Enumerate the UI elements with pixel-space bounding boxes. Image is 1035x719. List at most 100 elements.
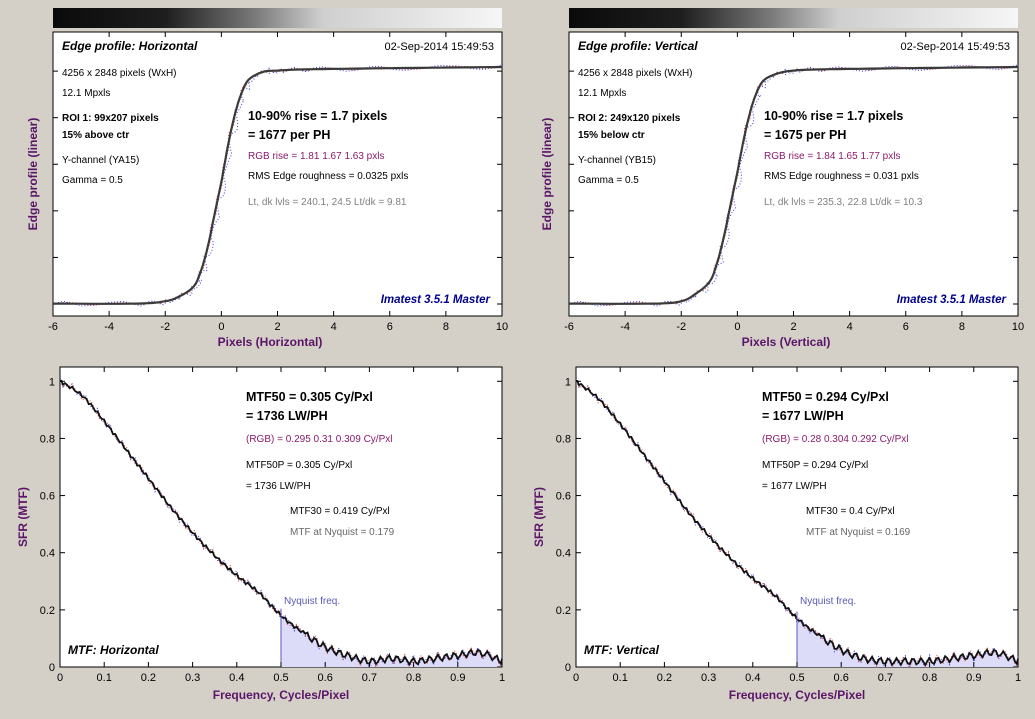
mtf50: MTF50 = 0.294 Cy/Pxl: [762, 390, 889, 404]
mtf-panel-vertical: 0 0.1 0.2 0.3 0.4 0.5 0.6 0.7 0.8 0.9 1 0 0.2 0.4 0.6…: [532, 366, 1021, 702]
x-tick-label: 0: [57, 672, 63, 684]
mtf-curve-red: [59, 380, 503, 669]
timestamp: 02-Sep-2014 15:49:53: [385, 41, 494, 53]
x-tick-label: 0.8: [922, 672, 937, 684]
x-tick-label: -4: [104, 321, 114, 333]
edge-panel-vertical: -6 -4 -2 0 2 4 6 8 10 Edge profile: Vertical 02-…: [540, 8, 1024, 349]
nyquist-label: Nyquist freq.: [800, 596, 856, 607]
mtf50p-lw-ph: = 1677 LW/PH: [762, 481, 827, 492]
x-tick-label: 0.3: [701, 672, 716, 684]
x-tick-label: 0.6: [318, 672, 333, 684]
x-axis-label: Frequency, Cycles/Pixel: [729, 688, 866, 702]
light-dark-levels: Lt, dk lvls = 240.1, 24.5 Lt/dk = 9.81: [248, 197, 407, 208]
y-tick-label: 1: [565, 376, 571, 388]
x-ticks: -6 -4 -2 0 2 4 6 8 10: [564, 32, 1024, 333]
mtf50p-lw-ph: = 1736 LW/PH: [246, 481, 311, 492]
y-axis-label: Edge profile (linear): [26, 118, 40, 231]
x-tick-label: 0: [573, 672, 579, 684]
y-tick-label: 0.4: [556, 548, 571, 560]
mtf50-lw-ph: = 1677 LW/PH: [762, 409, 844, 423]
y-tick-label: 0.4: [40, 548, 55, 560]
gamma: Gamma = 0.5: [62, 175, 123, 186]
x-tick-label: 0.3: [185, 672, 200, 684]
timestamp: 02-Sep-2014 15:49:53: [901, 41, 1010, 53]
x-axis-label: Pixels (Vertical): [742, 335, 831, 349]
mtf-at-nyquist: MTF at Nyquist = 0.179: [290, 527, 395, 538]
edge-curve-luminance: [53, 65, 503, 305]
y-axis-label: Edge profile (linear): [540, 118, 554, 231]
y-tick-label: 0.6: [40, 491, 55, 503]
x-tick-label: 0.4: [229, 672, 244, 684]
mtf50-rgb: (RGB) = 0.295 0.31 0.309 Cy/Pxl: [246, 434, 392, 445]
per-ph-value: = 1675 per PH: [764, 128, 846, 142]
x-tick-label: 4: [331, 321, 337, 333]
x-tick-label: 4: [847, 321, 853, 333]
megapixels: 12.1 Mpxls: [62, 88, 110, 99]
mtf30: MTF30 = 0.419 Cy/Pxl: [290, 506, 390, 517]
gamma: Gamma = 0.5: [578, 175, 639, 186]
y-axis-label: SFR (MTF): [16, 487, 30, 547]
y-tick-label: 0.6: [556, 491, 571, 503]
x-ticks: 0 0.1 0.2 0.3 0.4 0.5 0.6 0.7 0.8 0.9 1: [57, 367, 505, 684]
edge-curve-blue: [574, 64, 1019, 307]
megapixels: 12.1 Mpxls: [578, 88, 626, 99]
x-tick-label: 1: [499, 672, 505, 684]
y-tick-label: 0.8: [40, 433, 55, 445]
x-axis-label: Frequency, Cycles/Pixel: [213, 688, 350, 702]
edge-roughness: RMS Edge roughness = 0.0325 pxls: [248, 171, 408, 182]
y-tick-label: 0: [565, 662, 571, 674]
y-tick-label: 0: [49, 662, 55, 674]
nyquist-label: Nyquist freq.: [284, 596, 340, 607]
x-tick-label: 0.9: [966, 672, 981, 684]
x-tick-label: -2: [676, 321, 686, 333]
x-tick-label: 0.7: [878, 672, 893, 684]
light-dark-levels: Lt, dk lvls = 235.3, 22.8 Lt/dk = 10.3: [764, 197, 923, 208]
x-tick-label: 0.2: [141, 672, 156, 684]
x-tick-label: 0.6: [834, 672, 849, 684]
channel: Y-channel (YB15): [578, 155, 656, 166]
grayscale-strip: [53, 8, 502, 28]
edge-roughness: RMS Edge roughness = 0.031 pxls: [764, 171, 919, 182]
y-tick-label: 1: [49, 376, 55, 388]
panel-title: MTF: Vertical: [584, 643, 660, 657]
roi-position: 15% above ctr: [62, 130, 129, 141]
x-tick-label: 0.2: [657, 672, 672, 684]
x-tick-label: 0.5: [273, 672, 288, 684]
x-tick-label: 0.1: [613, 672, 628, 684]
y-tick-label: 0.2: [556, 605, 571, 617]
x-tick-label: 0.9: [450, 672, 465, 684]
x-tick-label: -6: [48, 321, 58, 333]
x-tick-label: 0.8: [406, 672, 421, 684]
x-tick-label: 8: [959, 321, 965, 333]
y-ticks: 0 0.2 0.4 0.6 0.8 1: [40, 376, 502, 674]
roi-size: ROI 1: 99x207 pixels: [62, 113, 159, 124]
x-tick-label: 2: [790, 321, 796, 333]
x-tick-label: 0.5: [789, 672, 804, 684]
x-tick-label: 0: [218, 321, 224, 333]
mtf50-lw-ph: = 1736 LW/PH: [246, 409, 328, 423]
x-ticks: -6 -4 -2 0 2 4 6 8 10: [48, 32, 508, 333]
x-tick-label: 6: [903, 321, 909, 333]
rise-value: 10-90% rise = 1.7 pixels: [248, 109, 387, 123]
mtf50-rgb: (RGB) = 0.28 0.304 0.292 Cy/Pxl: [762, 434, 908, 445]
per-ph-value: = 1677 per PH: [248, 128, 330, 142]
x-tick-label: 0.7: [362, 672, 377, 684]
watermark: Imatest 3.5.1 Master: [897, 294, 1007, 306]
y-tick-label: 0.8: [556, 433, 571, 445]
mtf50p: MTF50P = 0.305 Cy/Pxl: [246, 460, 352, 471]
x-tick-label: 1: [1015, 672, 1021, 684]
image-size: 4256 x 2848 pixels (WxH): [578, 68, 693, 79]
watermark: Imatest 3.5.1 Master: [381, 294, 491, 306]
x-tick-label: 2: [274, 321, 280, 333]
roi-position: 15% below ctr: [578, 130, 645, 141]
grayscale-strip: [569, 8, 1018, 28]
y-axis-label: SFR (MTF): [532, 487, 546, 547]
x-tick-label: 8: [443, 321, 449, 333]
x-tick-label: 10: [496, 321, 508, 333]
rgb-rise: RGB rise = 1.84 1.65 1.77 pxls: [764, 151, 900, 162]
x-tick-label: 0.4: [745, 672, 760, 684]
mtf50: MTF50 = 0.305 Cy/Pxl: [246, 390, 373, 404]
x-tick-label: 10: [1012, 321, 1024, 333]
rgb-rise: RGB rise = 1.81 1.67 1.63 pxls: [248, 151, 384, 162]
